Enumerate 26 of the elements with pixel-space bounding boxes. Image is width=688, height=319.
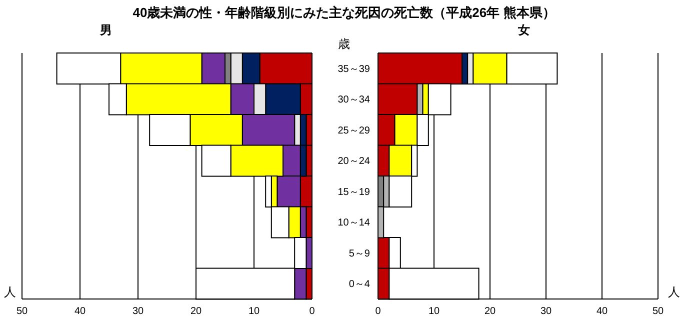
- y-tick-label: 10～14: [338, 218, 370, 229]
- x-tick-label: 50: [16, 306, 28, 318]
- x-tick-label: 40: [596, 306, 608, 318]
- x-tick-label: 0: [375, 306, 382, 318]
- x-tick-label: 20: [190, 306, 202, 318]
- x-axis-title: 人: [668, 284, 680, 301]
- y-tick-label: 20～24: [338, 156, 370, 168]
- x-tick-label: 20: [484, 306, 496, 318]
- x-tick-label: 40: [74, 306, 86, 318]
- y-tick-label: 5～9: [348, 248, 370, 260]
- x-tick-label: 10: [248, 306, 260, 318]
- y-tick-label: 0～4: [348, 279, 370, 290]
- y-tick-label: 35～39: [338, 64, 370, 75]
- x-tick-label: 30: [132, 306, 144, 318]
- y-tick-label: 15～19: [338, 186, 370, 198]
- chart-subtitle: 男: [100, 22, 112, 39]
- x-axis-title: 人: [4, 284, 16, 301]
- x-tick-label: 30: [540, 306, 552, 318]
- x-tick-label: 0: [309, 306, 316, 318]
- y-tick-label: 30～34: [338, 94, 370, 106]
- y-axis-title: 歳: [338, 36, 350, 53]
- x-tick-label: 10: [428, 306, 440, 318]
- text: 40歳未満の性・年齢階級別にみた主な死因の死亡数（平成26年 熊本県）: [132, 4, 556, 22]
- chart-subtitle: 女: [518, 22, 530, 39]
- y-tick-label: 25～29: [338, 125, 370, 136]
- x-tick-label: 50: [652, 306, 664, 318]
